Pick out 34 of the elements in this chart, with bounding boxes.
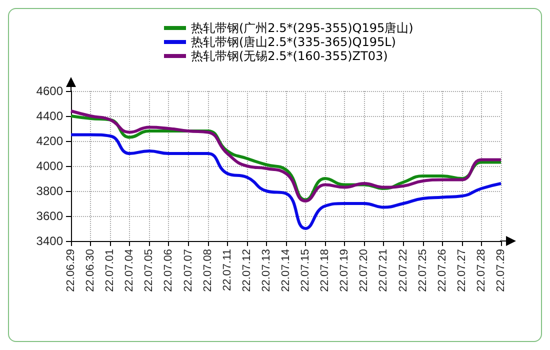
x-tick-label: 22.07.26 xyxy=(436,249,448,292)
y-tick-label: 4200 xyxy=(36,134,64,148)
x-tick-label: 22.07.28 xyxy=(475,249,488,292)
x-tick-label: 22.07.19 xyxy=(338,249,351,292)
y-tick-label: 4000 xyxy=(36,159,64,173)
x-tick-label: 22.07.29 xyxy=(495,249,507,292)
y-tick-label: 4600 xyxy=(36,84,64,98)
y-tick-label: 3800 xyxy=(36,184,64,198)
legend-label: 热轧带钢(唐山2.5*(335-365)Q195L) xyxy=(191,35,396,49)
x-tick-label: 22.07.22 xyxy=(397,249,410,292)
x-tick-label: 22.07.14 xyxy=(280,249,292,292)
line-series xyxy=(70,133,502,230)
y-tick-label: 3400 xyxy=(36,234,64,248)
x-tick-label: 22.07.27 xyxy=(456,249,468,292)
x-tick-label: 22.07.13 xyxy=(260,249,272,292)
legend-label: 热轧带钢(无锡2.5*(160-355)ZT03) xyxy=(191,49,388,63)
x-tick-label: 22.07.01 xyxy=(104,249,116,292)
x-tick-label: 22.07.21 xyxy=(378,249,390,292)
x-tick-label: 22.06.29 xyxy=(65,249,77,292)
x-tick-label: 22.07.06 xyxy=(162,249,175,292)
y-tick-label: 4400 xyxy=(36,109,64,123)
x-tick-label: 22.07.05 xyxy=(143,249,156,292)
y-tick-label: 3600 xyxy=(36,209,64,223)
x-tick-label: 22.06.30 xyxy=(84,249,97,292)
x-tick-label: 22.07.07 xyxy=(182,249,194,292)
x-tick-label: 22.07.15 xyxy=(300,249,312,292)
x-tick-label: 22.07.04 xyxy=(124,249,136,292)
x-tick-label: 22.07.18 xyxy=(319,249,332,292)
x-tick-label: 22.07.25 xyxy=(416,249,429,292)
x-tick-label: 22.07.20 xyxy=(358,249,370,292)
x-tick-label: 22.07.08 xyxy=(202,249,214,292)
x-tick-label: 22.07.11 xyxy=(221,249,234,292)
legend-label: 热轧带钢(广州2.5*(295-355)Q195唐山) xyxy=(191,21,414,35)
x-tick-label: 22.07.12 xyxy=(240,249,253,292)
